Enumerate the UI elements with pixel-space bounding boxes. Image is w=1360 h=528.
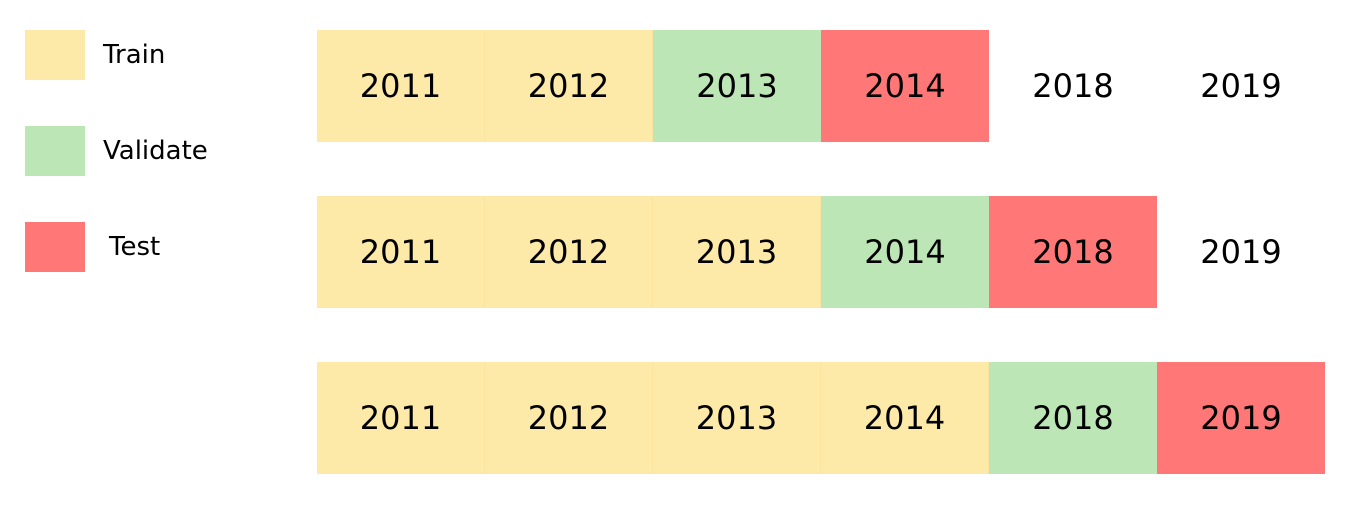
year-cell: 2018	[989, 196, 1157, 308]
year-cell: 2012	[485, 196, 653, 308]
year-cell: 2014	[821, 196, 989, 308]
year-cell: 2013	[653, 30, 821, 142]
year-cell: 2011	[317, 362, 485, 474]
split-row-2: 2011 2012 2013 2014 2018 2019	[317, 196, 1325, 308]
test-label: Test	[109, 232, 161, 262]
year-cell: 2014	[821, 30, 989, 142]
year-cell: 2018	[1032, 67, 1114, 105]
split-rows: 2011 2012 2013 2014 2018 2019 2011 2012 …	[317, 30, 1325, 528]
year-cell: 2019	[1157, 362, 1325, 474]
year-cell: 2012	[485, 30, 653, 142]
year-cell: 2011	[317, 30, 485, 142]
validate-swatch	[25, 126, 85, 176]
year-cell: 2018	[989, 362, 1157, 474]
train-swatch	[25, 30, 85, 80]
year-cell: 2013	[653, 362, 821, 474]
split-row-1: 2011 2012 2013 2014 2018 2019	[317, 30, 1325, 142]
train-label: Train	[103, 40, 166, 70]
year-cell: 2019	[1200, 67, 1282, 105]
validate-label: Validate	[103, 136, 208, 166]
year-cell: 2014	[821, 362, 989, 474]
year-cell: 2012	[485, 362, 653, 474]
year-cell: 2019	[1200, 233, 1282, 271]
year-cell: 2011	[317, 196, 485, 308]
split-row-3: 2011 2012 2013 2014 2018 2019	[317, 362, 1325, 474]
test-swatch	[25, 222, 85, 272]
year-cell: 2013	[653, 196, 821, 308]
